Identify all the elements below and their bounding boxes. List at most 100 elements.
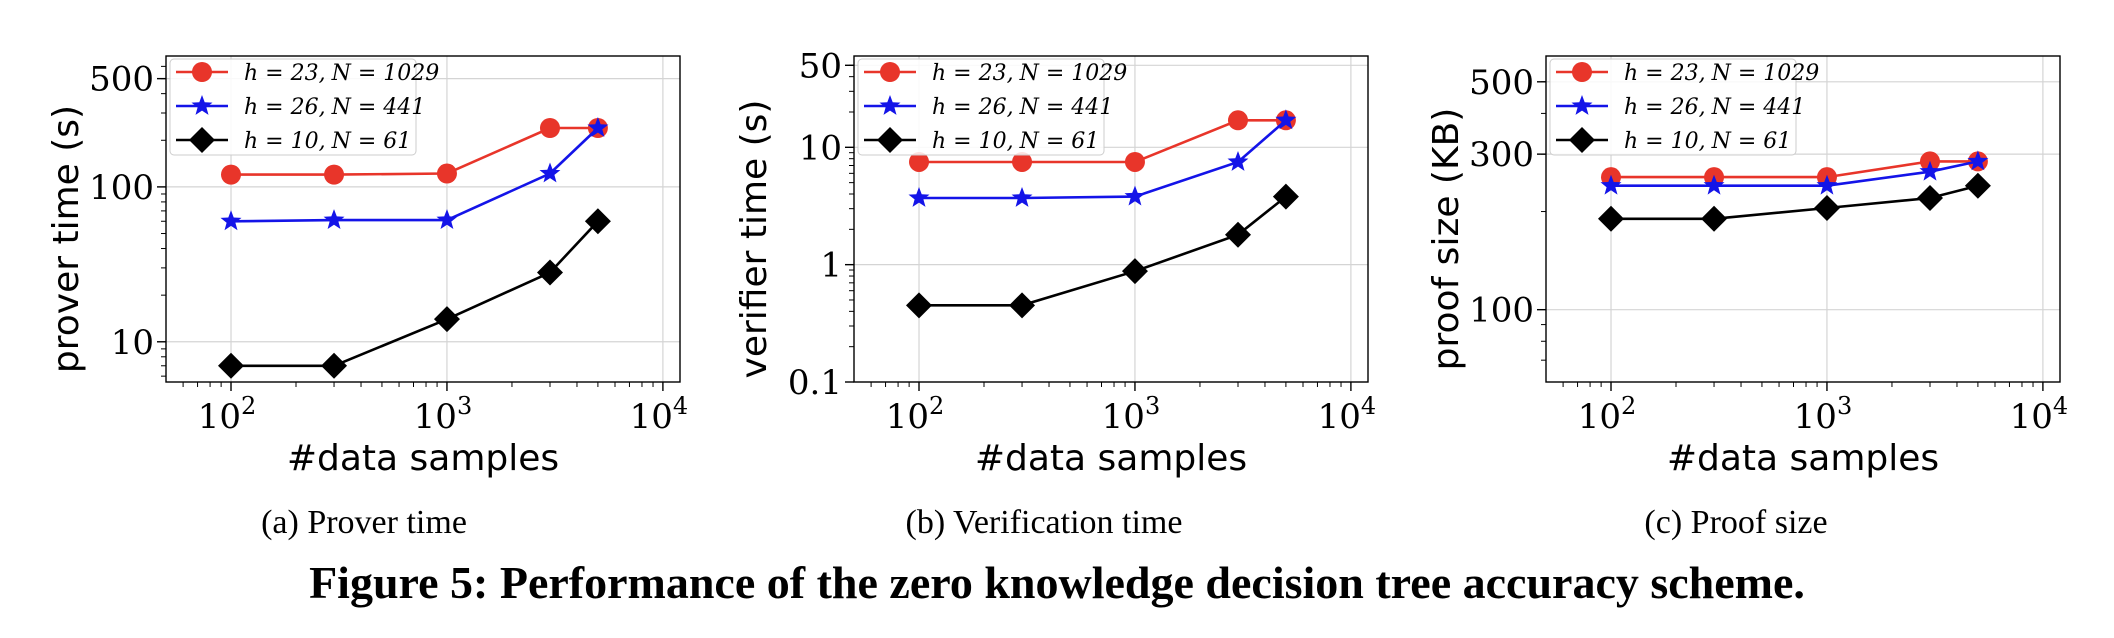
legend-label-n: N = 441 [1019, 95, 1114, 120]
series-3 [906, 183, 1299, 319]
legend-label-n: N = 1029 [1019, 61, 1128, 86]
legend-marker [1572, 62, 1592, 82]
legend-label: h = 23, N = 1029 [1624, 61, 1819, 86]
figure-caption: Figure 5: Performance of the zero knowle… [309, 557, 1805, 608]
x-tick-exponent: 3 [457, 392, 472, 420]
x-tick-exponent: 4 [673, 392, 688, 420]
data-point [1272, 183, 1299, 210]
legend-box [1549, 58, 1797, 156]
legend-marker [189, 127, 215, 153]
x-tick-label: 104 [2010, 392, 2069, 437]
data-point [1816, 174, 1838, 195]
data-point [539, 118, 560, 139]
x-tick-exponent: 4 [1361, 392, 1376, 420]
data-point [323, 209, 345, 229]
legend-marker [880, 62, 900, 82]
y-tick-label: 500 [1469, 63, 1534, 103]
y-tick-label: 10 [799, 128, 842, 168]
legend-label: h = 10, N = 61 [244, 129, 411, 154]
data-point [906, 292, 933, 319]
legend-label: h = 23, N = 1029 [244, 61, 439, 86]
data-point [1011, 187, 1033, 207]
data-point [1227, 151, 1249, 171]
x-axis-label: #data samples [1667, 438, 1939, 479]
x-tick-label: 103 [1794, 392, 1853, 437]
data-point [221, 164, 242, 185]
legend-label-n: N = 441 [331, 95, 426, 120]
x-tick-label: 102 [198, 392, 257, 437]
legend-label-n: N = 1029 [331, 61, 440, 86]
subcaption-c: (c) Proof size [1644, 504, 1828, 541]
x-tick-exponent: 3 [1837, 392, 1852, 420]
series-2 [908, 109, 1297, 207]
legend-label-h: h = 23, [244, 61, 326, 86]
series-2 [1600, 150, 1989, 195]
legend-marker [1569, 127, 1595, 153]
legend-label-n: N = 61 [331, 129, 412, 154]
x-tick-label: 102 [1578, 392, 1637, 437]
data-point [436, 163, 457, 184]
legend-label-h: h = 10, [932, 129, 1014, 154]
y-tick-label: 100 [1469, 291, 1534, 331]
data-point [433, 306, 460, 333]
data-point [218, 352, 245, 379]
data-point [1919, 160, 1941, 181]
x-axis-label: #data samples [287, 438, 559, 479]
series-line [231, 220, 599, 368]
x-tick-label: 103 [414, 392, 473, 437]
series-3 [1598, 172, 1991, 232]
legend: h = 23, N = 1029 h = 26, N = 441 h = 10, N = … [1549, 58, 1819, 156]
data-point [1009, 292, 1036, 319]
legend-marker [877, 127, 903, 153]
subcaption-a: (a) Prover time [261, 504, 467, 541]
legend-label: h = 10, N = 61 [932, 129, 1099, 154]
chart-panel-3: 102 103 104 100 300 500 #data samples proof siz… [1426, 55, 2069, 479]
legend-label-n: N = 441 [1711, 95, 1806, 120]
legend-label: h = 26, N = 441 [1624, 95, 1805, 120]
data-point [1012, 151, 1033, 172]
x-tick-exponent: 2 [1621, 392, 1636, 420]
legend-marker [879, 95, 901, 115]
y-tick-label: 50 [799, 46, 842, 86]
subcaption-b: (b) Verification time [905, 504, 1183, 541]
chart-panel-1: 102 103 104 10 100 500 #data samples prover tim… [46, 55, 689, 479]
y-tick-label: 10 [111, 323, 154, 363]
legend-label-h: h = 23, [1624, 61, 1706, 86]
legend-label: h = 26, N = 441 [932, 95, 1113, 120]
data-point [1598, 205, 1625, 232]
y-axis-label: verifier time (s) [734, 100, 775, 379]
x-tick-label: 103 [1102, 392, 1161, 437]
legend-label: h = 23, N = 1029 [932, 61, 1127, 86]
y-axis-label: prover time (s) [46, 105, 87, 373]
data-point [1703, 174, 1725, 195]
x-tick-exponent: 2 [241, 392, 256, 420]
data-point [1967, 150, 1989, 171]
data-point [1124, 151, 1145, 172]
plot-frame [1545, 55, 2061, 383]
x-tick-exponent: 3 [1145, 392, 1160, 420]
data-point [1124, 185, 1146, 206]
data-point [1701, 205, 1728, 232]
legend-label-h: h = 26, [244, 95, 326, 120]
legend-label: h = 26, N = 441 [244, 95, 425, 120]
y-tick-label: 500 [89, 60, 154, 100]
legend-label-h: h = 26, [1624, 95, 1706, 120]
legend-marker [192, 62, 212, 82]
series-3 [218, 208, 611, 379]
data-point [436, 209, 458, 229]
legend-label-h: h = 26, [932, 95, 1014, 120]
legend-marker [1571, 95, 1593, 115]
x-tick-label: 104 [630, 392, 689, 437]
legend-marker [191, 95, 213, 115]
data-point [1121, 258, 1148, 285]
data-point [908, 187, 930, 207]
data-point [1224, 221, 1251, 248]
data-point [324, 164, 345, 185]
x-tick-label: 104 [1318, 392, 1377, 437]
x-tick-exponent: 4 [2053, 392, 2068, 420]
y-tick-label: 100 [89, 168, 154, 208]
legend-label-h: h = 10, [1624, 129, 1706, 154]
data-point [220, 210, 242, 231]
